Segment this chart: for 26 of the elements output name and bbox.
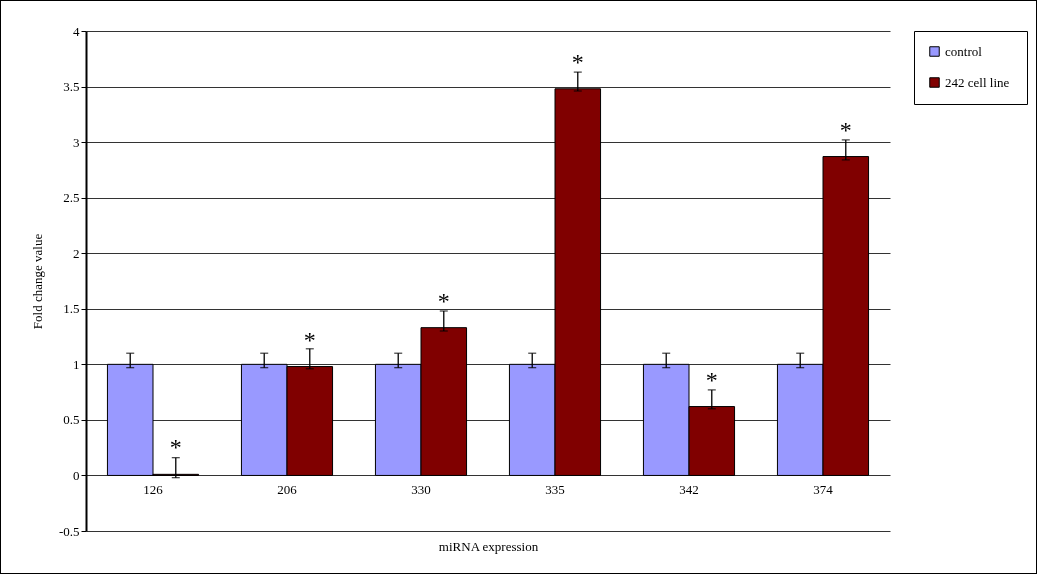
annotation: * — [303, 326, 316, 353]
y-tick-label: 2.5 — [63, 190, 80, 206]
x-tick-label: 330 — [411, 481, 431, 497]
annotation: * — [437, 287, 450, 314]
y-tick-label: -0.5 — [58, 523, 80, 539]
y-tick-label: 0 — [73, 467, 80, 483]
x-tick-label: 374 — [813, 481, 834, 497]
y-tick-label: 3.5 — [63, 79, 80, 95]
x-tick-label: 335 — [545, 481, 565, 497]
x-tick-label: 206 — [277, 481, 298, 497]
x-axis-title: miRNA expression — [438, 538, 539, 554]
legend-label: control — [945, 43, 983, 59]
legend-label: 242 cell line — [945, 74, 1010, 90]
annotation: * — [839, 116, 852, 143]
x-tick-label: 342 — [679, 481, 699, 497]
y-tick-label: 0.5 — [63, 412, 80, 428]
annotation: * — [705, 366, 718, 393]
y-tick-label: 1.5 — [63, 301, 80, 317]
y-tick-label: 1 — [73, 356, 80, 372]
y-tick-label: 2 — [73, 245, 80, 261]
y-tick-label: 3 — [73, 134, 80, 150]
x-tick-label: 126 — [143, 481, 164, 497]
annotation: * — [169, 434, 182, 461]
y-tick-label: 4 — [73, 23, 80, 39]
y-axis-title: Fold change value — [29, 233, 45, 330]
annotation: * — [571, 48, 584, 75]
